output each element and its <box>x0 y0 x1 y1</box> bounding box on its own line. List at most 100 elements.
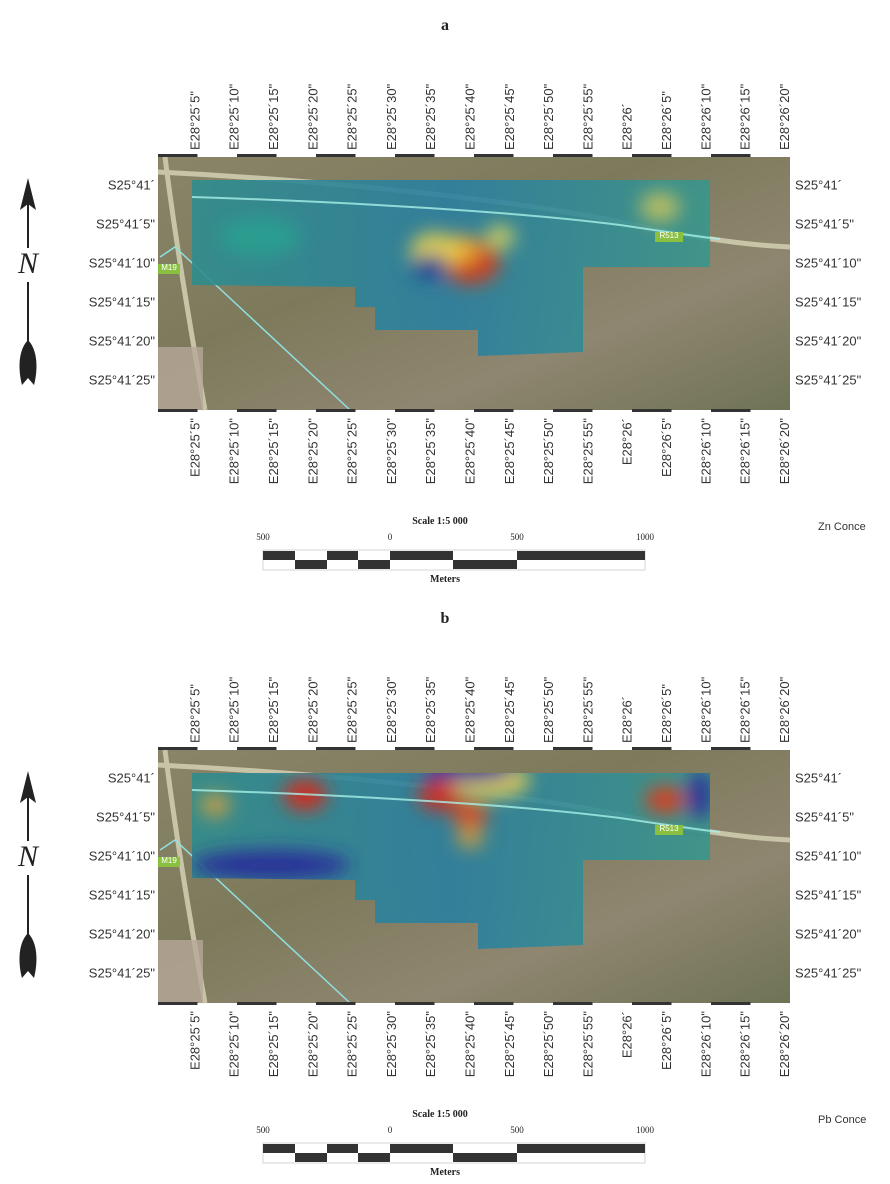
longitude-label: E28°25´35" <box>423 676 438 743</box>
longitude-label: E28°26´10" <box>698 418 713 485</box>
frame-bar <box>474 154 514 157</box>
longitude-label: E28°25´40" <box>463 676 478 743</box>
longitude-label: E28°26´5" <box>659 1011 674 1070</box>
latitude-label: S25°41´10" <box>795 848 862 863</box>
longitude-label: E28°26´10" <box>698 1011 713 1078</box>
longitude-label: E28°26´20" <box>777 418 792 485</box>
latitude-label: S25°41´10" <box>89 255 156 270</box>
longitude-label: E28°26´ <box>620 696 635 743</box>
latitude-label: S25°41´25" <box>795 372 862 387</box>
longitude-label: E28°25´15" <box>266 418 281 485</box>
north-label-bg <box>12 248 44 282</box>
scale-tick-label: 500 <box>510 1125 524 1135</box>
latitude-label: S25°41´15" <box>795 294 862 309</box>
longitude-label: E28°25´45" <box>502 418 517 485</box>
longitude-label: E28°25´35" <box>423 1011 438 1078</box>
frame-bar <box>395 1002 435 1005</box>
latitude-label: S25°41´15" <box>89 294 156 309</box>
road-shield <box>158 264 180 274</box>
longitude-label: E28°25´55" <box>580 676 595 743</box>
scale-segment <box>517 1144 645 1153</box>
map-panel: a M19 R513 E28°25´5" E28°25´5" E28°25´10" E28°… <box>12 17 866 585</box>
latitude-label: S25°41´5" <box>96 809 155 824</box>
longitude-label: E28°25´20" <box>305 83 320 150</box>
longitude-label: E28°25´25" <box>345 676 360 743</box>
longitude-label: E28°25´50" <box>541 83 556 150</box>
longitude-label: E28°25´5" <box>187 684 202 743</box>
scale-segment <box>358 560 390 569</box>
map-image: M19 R513 <box>157 749 791 1004</box>
longitude-label: E28°25´35" <box>423 83 438 150</box>
scale-unit: Meters <box>430 1167 460 1178</box>
longitude-label: E28°25´40" <box>463 1011 478 1078</box>
scale-segment <box>263 1144 295 1153</box>
longitude-label: E28°26´10" <box>698 83 713 150</box>
heat-blob <box>485 225 515 249</box>
longitude-label: E28°26´10" <box>698 676 713 743</box>
longitude-label: E28°26´5" <box>659 418 674 477</box>
frame-bar <box>553 409 593 412</box>
scale-segment <box>390 1144 453 1153</box>
longitude-label: E28°25´45" <box>502 1011 517 1078</box>
north-label: N <box>17 840 40 873</box>
frame-bar <box>316 747 356 750</box>
road-shield <box>655 232 683 242</box>
north-label-bg <box>12 841 44 875</box>
longitude-label: E28°25´30" <box>384 418 399 485</box>
longitude-label: E28°25´25" <box>345 1011 360 1078</box>
scale-tick-label: 500 <box>256 1125 270 1135</box>
longitude-label: E28°25´10" <box>227 1011 242 1078</box>
north-arrow-tail <box>19 933 37 978</box>
frame-bar <box>316 1002 356 1005</box>
longitude-label: E28°25´5" <box>187 418 202 477</box>
latitude-label: S25°41´ <box>795 177 842 192</box>
road <box>159 246 351 411</box>
heat-blob <box>640 192 680 222</box>
longitude-label: E28°26´15" <box>738 676 753 743</box>
frame-bar <box>632 409 672 412</box>
scale-tick-label: 0 <box>388 1125 393 1135</box>
scale-segment <box>295 1153 327 1162</box>
scale-segment <box>453 560 517 569</box>
township <box>158 940 203 1003</box>
frame-bar <box>474 747 514 750</box>
road-shield <box>158 857 180 867</box>
north-arrow-tail <box>19 340 37 385</box>
longitude-label: E28°25´45" <box>502 676 517 743</box>
longitude-label: E28°25´50" <box>541 1011 556 1078</box>
longitude-label: E28°25´10" <box>227 676 242 743</box>
longitude-label: E28°25´10" <box>227 418 242 485</box>
scale-segment <box>327 1144 358 1153</box>
heat-blobs <box>220 192 680 284</box>
frame-bar <box>632 154 672 157</box>
longitude-label: E28°26´15" <box>738 83 753 150</box>
frame-bar <box>237 154 277 157</box>
latitude-label: S25°41´5" <box>795 216 854 231</box>
latitude-label: S25°41´25" <box>795 965 862 980</box>
longitude-label: E28°25´30" <box>384 1011 399 1078</box>
longitude-label: E28°25´15" <box>266 1011 281 1078</box>
legend-title: Pb Conce <box>818 1114 866 1126</box>
longitude-label: E28°26´20" <box>777 1011 792 1078</box>
frame-bar <box>711 1002 751 1005</box>
latitude-label: S25°41´25" <box>89 965 156 980</box>
longitude-label: E28°26´5" <box>659 91 674 150</box>
heat-blob <box>688 773 710 820</box>
longitude-label: E28°25´35" <box>423 418 438 485</box>
scale-title: Scale 1:5 000 <box>412 516 468 527</box>
road <box>159 839 351 1004</box>
frame-bar <box>158 747 198 750</box>
heat-blob <box>645 786 685 814</box>
north-arrow-head <box>20 178 36 210</box>
scale-segment <box>295 560 327 569</box>
scale-tick-label: 500 <box>510 532 524 542</box>
longitude-label: E28°25´20" <box>305 1011 320 1078</box>
longitude-label: E28°25´30" <box>384 83 399 150</box>
township <box>158 347 203 410</box>
map-panel: b M19 R513 E28°25´5" E28°25´5" E28°25´10" E28°… <box>12 610 866 1178</box>
longitude-label: E28°25´50" <box>541 418 556 485</box>
latitude-label: S25°41´ <box>108 177 155 192</box>
heat-blob <box>452 801 488 829</box>
latitude-label: S25°41´5" <box>96 216 155 231</box>
